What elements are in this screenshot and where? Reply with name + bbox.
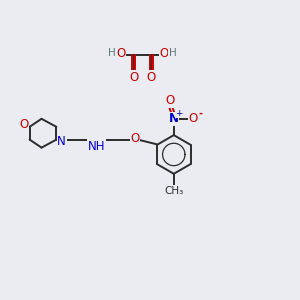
Text: O: O — [166, 94, 175, 107]
Text: O: O — [20, 118, 29, 131]
Text: H: H — [169, 48, 177, 59]
Text: O: O — [160, 47, 169, 60]
Text: O: O — [147, 71, 156, 84]
Text: +: + — [176, 109, 183, 118]
Text: NH: NH — [88, 140, 105, 153]
Text: O: O — [188, 112, 198, 125]
Text: N: N — [169, 112, 179, 125]
Text: O: O — [130, 132, 140, 145]
Text: O: O — [129, 71, 138, 84]
Text: O: O — [116, 47, 125, 60]
Text: N: N — [57, 136, 66, 148]
Text: CH₃: CH₃ — [164, 186, 183, 196]
Text: -: - — [199, 108, 203, 118]
Text: H: H — [108, 48, 116, 59]
